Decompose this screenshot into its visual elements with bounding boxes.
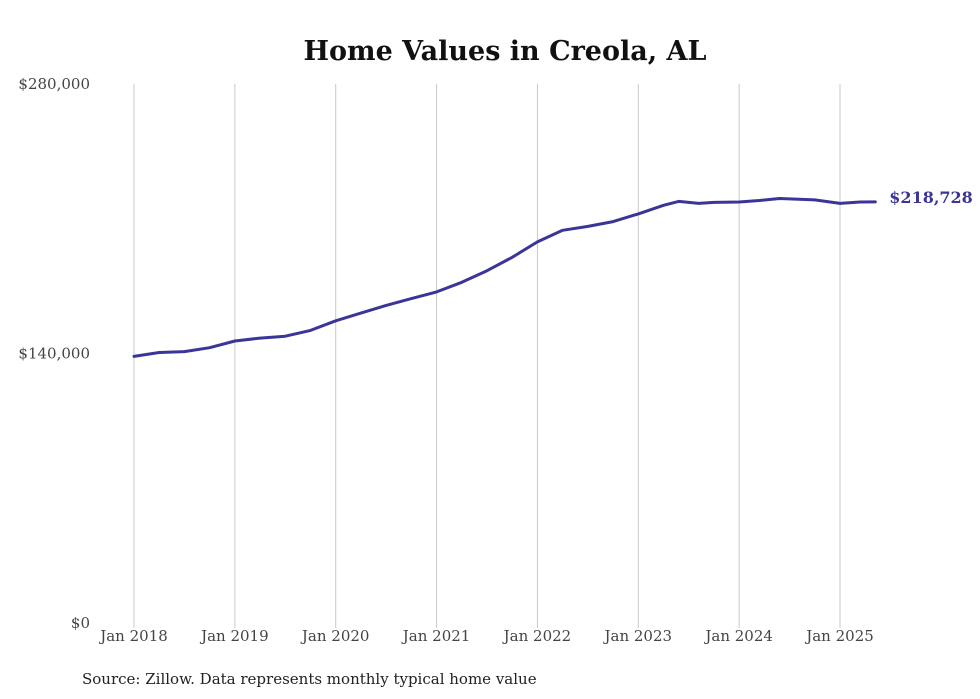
data-point [536, 240, 539, 244]
data-point [233, 339, 237, 343]
end-value-label: $218,728 [889, 188, 973, 207]
data-point [813, 198, 816, 202]
x-tick-label: Jan 2022 [502, 627, 572, 645]
data-point [334, 319, 337, 322]
chart-title: Home Values in Creola, AL [304, 36, 707, 67]
data-point [586, 225, 590, 228]
gridlines [133, 84, 841, 628]
data-point [859, 200, 862, 204]
data-point [359, 311, 363, 315]
series-layer: $218,728 [132, 188, 973, 358]
data-point [677, 200, 680, 203]
x-axis-ticks: Jan 2018 Jan 2019 Jan 2020 Jan 2021 Jan 2022… [98, 627, 874, 645]
x-tick-label: Jan 2020 [300, 627, 370, 645]
data-point [435, 290, 438, 294]
data-point [737, 200, 741, 204]
data-point [637, 212, 640, 216]
x-tick-label: Jan 2025 [804, 627, 874, 645]
data-point [410, 297, 413, 300]
data-point [384, 304, 388, 307]
data-point [258, 336, 262, 340]
data-point [460, 281, 463, 284]
x-tick-label: Jan 2018 [98, 627, 168, 645]
x-tick-label: Jan 2024 [703, 627, 773, 645]
series-line [132, 197, 877, 358]
x-tick-label: Jan 2021 [401, 627, 471, 645]
data-point [309, 329, 312, 332]
y-tick-label: $280,000 [18, 75, 90, 93]
data-point [662, 204, 665, 207]
data-point [485, 269, 489, 272]
data-point [132, 355, 136, 358]
data-point [511, 256, 514, 259]
x-tick-label: Jan 2019 [199, 627, 269, 645]
data-point [183, 350, 186, 353]
data-point [758, 199, 761, 202]
data-point [778, 197, 781, 200]
y-tick-label: $140,000 [18, 345, 90, 363]
data-point [697, 202, 700, 205]
data-point [158, 351, 161, 354]
data-point [874, 200, 877, 204]
data-point [712, 201, 716, 204]
data-point [611, 220, 615, 223]
source-note: Source: Zillow. Data represents monthly … [82, 670, 537, 688]
y-axis-ticks: $0 $140,000 $280,000 [18, 75, 90, 632]
y-tick-label: $0 [71, 614, 90, 632]
data-point [561, 229, 564, 232]
data-point [208, 346, 211, 349]
data-point [284, 335, 287, 338]
x-tick-label: Jan 2023 [603, 627, 673, 645]
data-point [838, 202, 842, 205]
